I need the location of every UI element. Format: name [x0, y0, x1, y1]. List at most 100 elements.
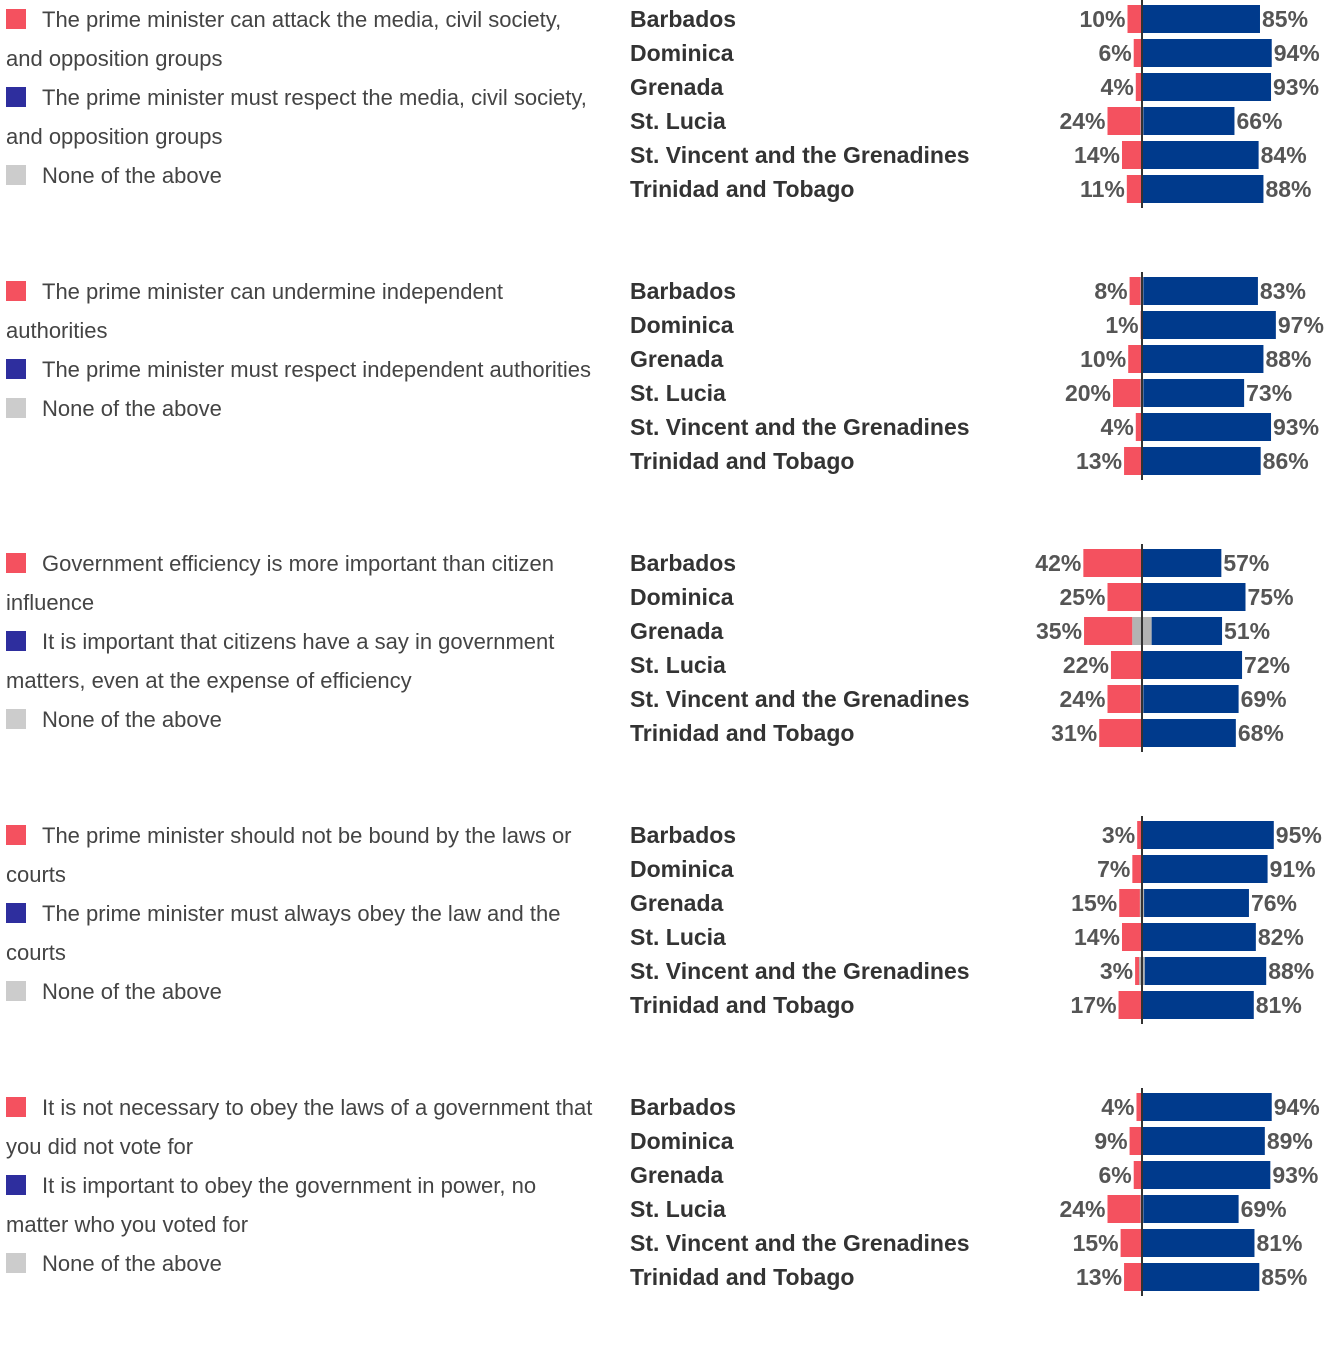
value-label-negative: 17% — [1070, 992, 1116, 1018]
legend-swatch-neutral — [6, 1253, 26, 1273]
value-label-positive: 95% — [1276, 822, 1322, 848]
bar-negative — [1135, 957, 1140, 985]
legend-item: The prime minister must respect the medi… — [6, 78, 596, 156]
value-label-positive: 75% — [1248, 584, 1294, 610]
bar-negative — [1129, 1127, 1142, 1155]
legend-item: None of the above — [6, 1244, 596, 1283]
value-label-positive: 85% — [1261, 1264, 1307, 1290]
diverging-bar-chart: Barbados 10% 85% Dominica 6% 94% Grenada 4% 93% S… — [630, 0, 1320, 208]
value-label-negative: 14% — [1074, 924, 1120, 950]
chart-panel: It is not necessary to obey the laws of … — [0, 1088, 1332, 1360]
value-label-negative: 8% — [1094, 278, 1127, 304]
legend-item: The prime minister can attack the media,… — [6, 0, 596, 78]
bar-negative — [1107, 583, 1142, 611]
value-label-positive: 51% — [1224, 618, 1270, 644]
value-label-positive: 88% — [1265, 346, 1311, 372]
legend-label: None of the above — [42, 1251, 222, 1276]
country-label: St. Lucia — [630, 1196, 726, 1222]
legend-swatch-positive — [6, 903, 26, 923]
country-label: Grenada — [630, 890, 724, 916]
country-label: St. Lucia — [630, 924, 726, 950]
bar-positive — [1142, 413, 1272, 441]
bar-positive — [1143, 107, 1235, 135]
legend-swatch-positive — [6, 631, 26, 651]
country-label: Barbados — [630, 278, 736, 304]
bar-positive — [1142, 311, 1276, 339]
bar-negative — [1099, 719, 1142, 747]
country-label: St. Vincent and the Grenadines — [630, 414, 970, 440]
country-label: Dominica — [630, 312, 734, 338]
value-label-positive: 93% — [1273, 74, 1319, 100]
legend: The prime minister should not be bound b… — [6, 816, 596, 1011]
value-label-negative: 13% — [1076, 1264, 1122, 1290]
value-label-negative: 7% — [1097, 856, 1130, 882]
value-label-negative: 24% — [1059, 108, 1105, 134]
legend-item: The prime minister should not be bound b… — [6, 816, 596, 894]
country-label: Dominica — [630, 856, 734, 882]
value-label-positive: 66% — [1236, 108, 1282, 134]
value-label-positive: 88% — [1265, 176, 1311, 202]
value-label-negative: 24% — [1059, 686, 1105, 712]
legend-label: The prime minister can undermine indepen… — [6, 279, 504, 343]
bar-positive — [1142, 141, 1259, 169]
legend-label: None of the above — [42, 979, 222, 1004]
value-label-negative: 10% — [1079, 6, 1125, 32]
legend-label: It is important to obey the government i… — [6, 1173, 537, 1237]
legend-swatch-neutral — [6, 398, 26, 418]
legend-item: It is not necessary to obey the laws of … — [6, 1088, 596, 1166]
bar-negative — [1135, 413, 1142, 441]
bar-negative — [1133, 39, 1142, 67]
value-label-positive: 88% — [1268, 958, 1314, 984]
value-label-positive: 82% — [1258, 924, 1304, 950]
country-label: Grenada — [630, 74, 724, 100]
legend-label: None of the above — [42, 163, 222, 188]
legend-label: It is not necessary to obey the laws of … — [6, 1095, 593, 1159]
bar-negative — [1133, 1161, 1142, 1189]
legend-label: The prime minister must always obey the … — [6, 901, 561, 965]
value-label-positive: 94% — [1274, 1094, 1320, 1120]
legend-item: None of the above — [6, 156, 596, 195]
chart-panel: The prime minister should not be bound b… — [0, 816, 1332, 1088]
country-label: St. Vincent and the Grenadines — [630, 686, 970, 712]
value-label-negative: 42% — [1035, 550, 1081, 576]
value-label-positive: 83% — [1260, 278, 1306, 304]
value-label-positive: 85% — [1262, 6, 1308, 32]
value-label-negative: 4% — [1101, 414, 1134, 440]
legend-swatch-negative — [6, 825, 26, 845]
legend-swatch-neutral — [6, 165, 26, 185]
value-label-positive: 69% — [1241, 686, 1287, 712]
bar-negative — [1124, 447, 1142, 475]
country-label: Grenada — [630, 1162, 724, 1188]
value-label-positive: 93% — [1273, 414, 1319, 440]
legend-item: Government efficiency is more important … — [6, 544, 596, 622]
bar-negative — [1127, 5, 1142, 33]
legend-label: Government efficiency is more important … — [6, 551, 554, 615]
value-label-positive: 81% — [1256, 1230, 1302, 1256]
value-label-negative: 3% — [1102, 822, 1135, 848]
bar-positive — [1142, 345, 1264, 373]
diverging-bar-chart: Barbados 8% 83% Dominica 1% 97% Grenada 10% 88% S… — [630, 272, 1324, 480]
legend-label: None of the above — [42, 396, 222, 421]
bar-positive — [1144, 957, 1267, 985]
value-label-negative: 31% — [1051, 720, 1097, 746]
country-label: Dominica — [630, 1128, 734, 1154]
legend-item: The prime minister can undermine indepen… — [6, 272, 596, 350]
value-label-positive: 72% — [1244, 652, 1290, 678]
value-label-negative: 4% — [1101, 74, 1134, 100]
bar-positive — [1143, 379, 1245, 407]
legend-swatch-neutral — [6, 981, 26, 1001]
value-label-negative: 22% — [1063, 652, 1109, 678]
country-label: St. Vincent and the Grenadines — [630, 1230, 970, 1256]
value-label-positive: 81% — [1256, 992, 1302, 1018]
bar-positive — [1143, 685, 1239, 713]
value-label-negative: 24% — [1059, 1196, 1105, 1222]
value-label-positive: 94% — [1274, 40, 1320, 66]
country-label: Trinidad and Tobago — [630, 448, 854, 474]
legend-item: None of the above — [6, 389, 596, 428]
value-label-negative: 9% — [1094, 1128, 1127, 1154]
value-label-negative: 4% — [1101, 1094, 1134, 1120]
value-label-negative: 15% — [1073, 1230, 1119, 1256]
bar-positive — [1142, 73, 1272, 101]
value-label-positive: 73% — [1246, 380, 1292, 406]
country-label: Grenada — [630, 618, 724, 644]
